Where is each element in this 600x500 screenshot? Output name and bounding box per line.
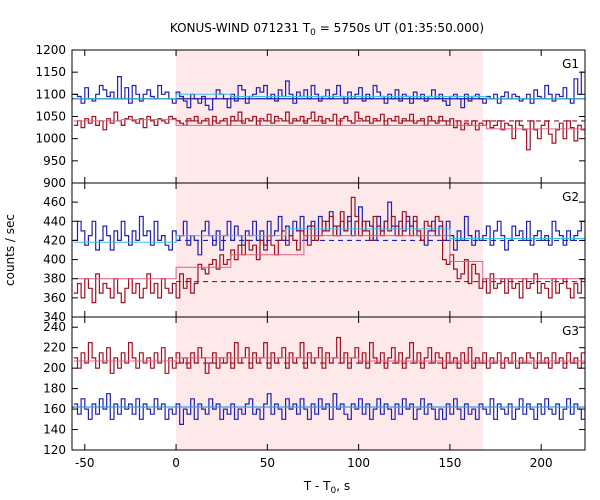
panel-g1: G1 900 950 1000 1050 1100 1150 1200 [35, 43, 586, 190]
ytick-label: 140 [43, 423, 66, 437]
panels-group: G190095010001050110011501200G23403603804… [35, 43, 586, 470]
ytick-label: 420 [43, 233, 66, 247]
chart-title: KONUS-WIND 071231 T0 = 5750s UT (01:35:5… [170, 21, 484, 38]
xtick-label: -50 [75, 456, 95, 470]
xtick-label: 150 [438, 456, 461, 470]
ytick-label: 1150 [35, 65, 66, 79]
ytick-label: 1200 [35, 43, 66, 57]
ytick-label: 380 [43, 272, 66, 286]
xtick-label: 100 [347, 456, 370, 470]
series-g3-2 [73, 357, 585, 362]
series-g1-3 [73, 93, 585, 100]
series-g1-2 [73, 119, 585, 130]
ytick-label: 900 [43, 176, 66, 190]
series-g2-2 [73, 235, 585, 280]
ytick-label: 120 [43, 443, 66, 457]
y-axis-label: counts / sec [3, 214, 17, 286]
panel-label-g3: G3 [562, 324, 579, 338]
ytick-label: 1000 [35, 132, 66, 146]
ytick-label: 160 [43, 402, 66, 416]
ytick-label: 240 [43, 320, 66, 334]
series-g1-1 [73, 111, 585, 151]
ytick-label: 360 [43, 291, 66, 305]
panel-frame-g3 [71, 316, 586, 451]
panel-g3: G3 120 140 160 180 200 220 240 [43, 316, 586, 457]
series-g1-0 [73, 71, 585, 111]
ytick-label: 460 [43, 195, 66, 209]
panel-label-g1: G1 [562, 57, 579, 71]
ytick-label: 1050 [35, 110, 66, 124]
ytick-label: 200 [43, 361, 66, 375]
xtick-label: 200 [530, 456, 553, 470]
ytick-label: 1100 [35, 87, 66, 101]
series-g3-1 [73, 393, 585, 425]
panel-label-g2: G2 [562, 190, 579, 204]
ytick-label: 340 [43, 310, 66, 324]
ytick-label: 180 [43, 382, 66, 396]
xtick-label: 50 [260, 456, 275, 470]
series-g2-3 [73, 228, 585, 243]
series-g3-0 [73, 336, 585, 374]
ytick-label: 440 [43, 214, 66, 228]
xtick-label: 0 [172, 456, 180, 470]
ytick-label: 400 [43, 253, 66, 267]
x-axis-label: T - T0, s [303, 479, 350, 496]
ytick-label: 220 [43, 341, 66, 355]
ytick-label: 950 [43, 154, 66, 168]
